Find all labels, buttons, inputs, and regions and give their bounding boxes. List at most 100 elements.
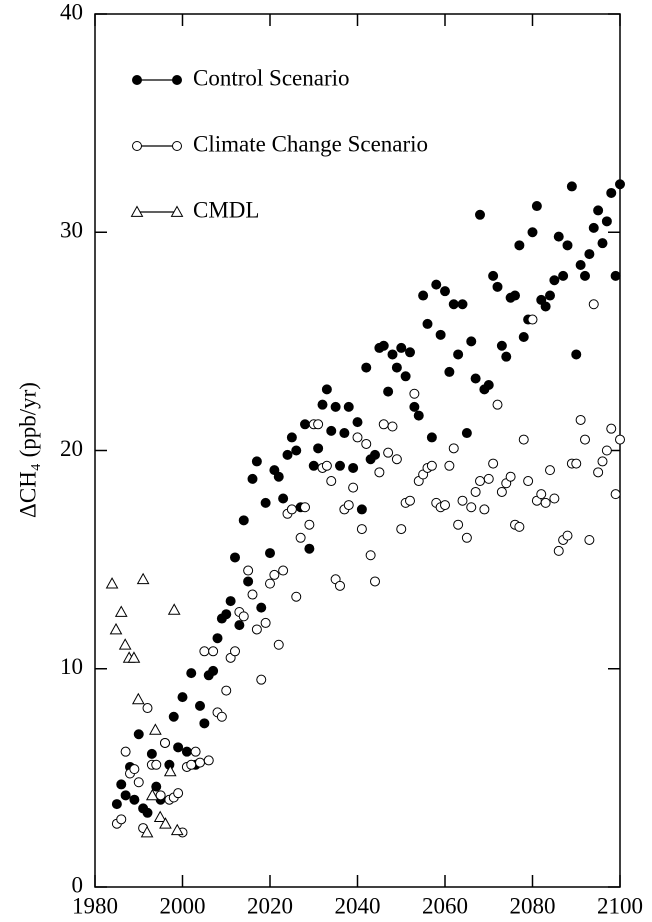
data-point <box>352 432 363 443</box>
data-point <box>531 201 542 212</box>
data-point <box>330 401 341 412</box>
data-point <box>457 495 468 506</box>
data-point <box>606 187 617 198</box>
data-point <box>610 489 621 500</box>
y-axis-label: ΔCH₄ (ppb/yr) <box>15 382 40 518</box>
data-point <box>549 493 560 504</box>
data-point <box>409 401 420 412</box>
data-point <box>615 434 625 445</box>
data-point <box>466 502 477 513</box>
data-point <box>348 482 359 493</box>
data-point <box>116 779 127 790</box>
data-point <box>501 351 512 362</box>
data-point <box>155 790 166 801</box>
data-point <box>105 577 119 589</box>
data-point <box>116 814 127 825</box>
data-point <box>195 700 205 711</box>
data-point <box>295 532 306 543</box>
data-point <box>545 290 555 301</box>
data-point <box>356 524 367 535</box>
x-tick-label: 2060 <box>422 893 468 918</box>
data-point <box>440 286 450 297</box>
data-point <box>365 550 376 561</box>
data-point <box>160 737 170 748</box>
data-point <box>378 340 389 351</box>
data-point <box>153 810 167 823</box>
data-point <box>601 216 612 227</box>
data-point <box>151 781 162 792</box>
data-point <box>131 692 145 705</box>
data-point <box>361 362 372 373</box>
data-point <box>208 646 219 657</box>
data-point <box>230 552 240 563</box>
data-point <box>562 530 573 541</box>
y-tick-label: 10 <box>60 654 83 679</box>
data-point <box>142 703 153 714</box>
data-point <box>343 401 354 412</box>
data-point <box>597 456 608 467</box>
data-point <box>304 519 315 530</box>
data-point <box>518 332 529 343</box>
data-point <box>391 362 402 373</box>
data-point <box>527 314 538 325</box>
data-point <box>120 790 131 801</box>
data-point <box>593 467 604 478</box>
data-point <box>348 462 359 473</box>
legend-marker <box>170 205 184 217</box>
data-point <box>584 534 595 545</box>
data-point <box>448 299 459 310</box>
data-point <box>396 342 407 353</box>
data-point <box>243 565 254 576</box>
data-point <box>167 603 181 615</box>
data-point <box>265 548 275 559</box>
data-point <box>168 711 179 722</box>
data-point <box>444 366 455 377</box>
data-point <box>378 419 389 430</box>
data-point <box>208 665 219 676</box>
data-point <box>300 419 310 430</box>
data-point <box>352 417 363 428</box>
data-point <box>475 476 485 487</box>
data-point <box>177 692 188 703</box>
data-point <box>571 458 582 469</box>
data-point <box>457 299 468 310</box>
data-point <box>230 646 240 657</box>
data-point <box>510 290 520 301</box>
y-tick-label: 40 <box>60 0 83 24</box>
data-point <box>413 410 424 421</box>
data-point <box>492 399 503 410</box>
legend-marker <box>130 205 144 217</box>
data-point <box>405 495 415 506</box>
data-point <box>584 249 595 260</box>
data-point <box>593 205 604 216</box>
data-point <box>588 299 599 310</box>
data-point <box>426 460 437 471</box>
data-point <box>243 576 254 587</box>
data-point <box>514 240 525 251</box>
data-point <box>514 521 525 532</box>
legend-label: CMDL <box>193 197 259 222</box>
y-tick-label: 20 <box>60 436 83 461</box>
data-point <box>597 238 608 249</box>
x-tick-label: 2040 <box>335 893 381 918</box>
data-point <box>118 638 132 650</box>
data-point <box>488 270 499 281</box>
data-point <box>606 423 617 434</box>
data-point <box>496 486 507 497</box>
legend-marker <box>132 141 142 151</box>
data-point <box>588 222 599 233</box>
y-tick-label: 30 <box>60 218 83 243</box>
data-point <box>308 460 319 471</box>
data-point <box>566 181 577 192</box>
data-point <box>335 460 345 471</box>
legend-marker <box>132 75 142 85</box>
data-point <box>212 633 223 644</box>
data-point <box>195 757 205 768</box>
data-point <box>370 449 380 460</box>
data-point <box>461 532 472 543</box>
data-point <box>356 504 367 515</box>
data-point <box>114 605 128 617</box>
data-point <box>313 443 324 454</box>
